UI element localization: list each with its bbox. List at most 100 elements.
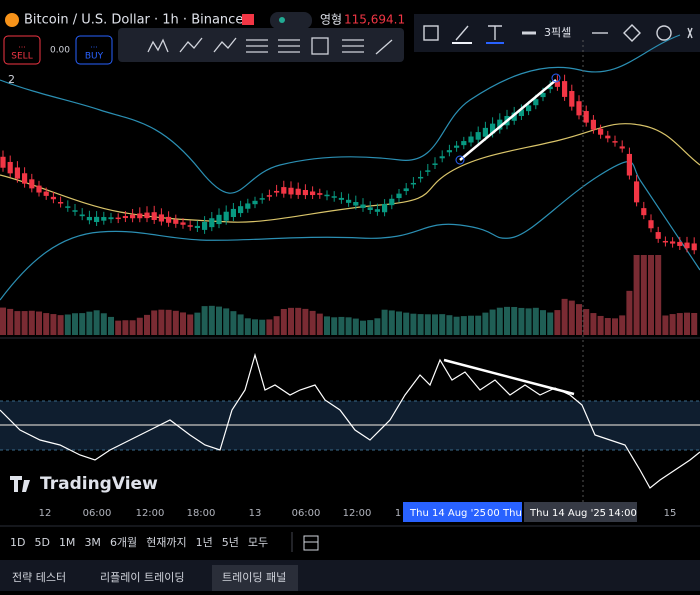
sell-button[interactable] [3,35,41,65]
text-color-icon[interactable] [488,25,502,40]
volume-bar [432,314,438,335]
drawing-toolbar [118,28,404,62]
volume-bar [619,315,626,335]
candle-body [353,202,359,206]
volume-bar [136,317,143,335]
buy-button[interactable] [75,35,113,65]
trend-handle[interactable] [455,155,465,165]
candle-body [43,191,49,196]
tab-bar [0,560,700,591]
candle-body [547,86,553,90]
candle-body [626,153,632,176]
pattern-tool[interactable] [147,38,169,53]
candle-body [36,185,42,193]
tab[interactable]: 리플레이 트레이딩 [100,571,184,584]
candle-body [202,221,208,230]
candle-body [598,128,604,135]
range-button[interactable]: 현재까지 [146,536,186,549]
fib-tool[interactable] [246,39,268,53]
more-icon[interactable] [687,27,693,39]
candle-body [259,198,265,200]
candle-body [331,196,337,198]
alert-icon[interactable] [656,25,672,41]
volume-bar [453,316,460,335]
volume-bar [21,311,28,335]
candle-body [266,195,272,197]
volume-bar [324,316,330,335]
brush-tool[interactable] [375,39,393,55]
volume-bar [518,307,525,335]
range-button[interactable]: 5년 [222,536,239,549]
trend-handle[interactable] [551,73,561,83]
color-icon[interactable] [455,25,469,41]
range-button[interactable]: 1년 [196,536,213,549]
volume-bar [108,316,114,335]
candle-body [482,127,488,137]
range-button[interactable]: 5D [34,536,49,549]
candle-body [490,123,496,134]
goto-date-icon[interactable] [303,535,319,551]
candle-body [317,193,323,195]
candle-body [389,198,395,206]
time-label: 06:00 [292,508,321,519]
candles [0,74,697,255]
volume-bar [367,320,374,335]
volume-bar [187,314,194,335]
volume-bar [288,307,294,335]
color-swatch [452,42,472,44]
volume-bar [489,309,496,335]
sell-dots: ... [18,41,26,50]
candle-body [194,225,200,229]
abcd-tool[interactable] [213,37,237,53]
range-button[interactable]: 모두 [248,536,268,549]
tab[interactable]: 트레이딩 패널 [222,571,286,584]
volume-bar [345,317,352,335]
candle-body [22,173,28,184]
volume-bar [410,313,417,335]
candle-body [583,111,589,123]
template-icon[interactable] [423,25,439,41]
range-button[interactable]: 1D [10,536,25,549]
volume-bar [525,308,532,335]
candle-body [526,105,532,112]
range-button[interactable]: 6개월 [110,536,137,549]
candle-body [612,141,618,143]
candle-body [677,241,683,246]
candle-body [115,217,121,220]
volume-bar [396,311,402,335]
elliott-tool[interactable] [179,37,203,53]
volume-bar [604,318,611,335]
flag[interactable] [242,14,254,25]
spread: 0.00 [50,46,70,56]
volume-bar [172,310,179,335]
candle-body [281,187,287,194]
volume-bar [302,308,309,335]
candle-body [238,206,244,214]
tab[interactable]: 전략 테스터 [12,571,66,584]
candle-body [382,203,388,213]
candle-body [562,81,568,97]
volume-bar [223,308,230,335]
volume-bar [266,319,273,335]
volume-bar [216,306,222,335]
volume-bar [655,255,662,335]
candle-body [497,119,503,130]
crosshair-time: 00 [487,508,500,519]
volume-bar [93,310,100,335]
legend-toggle[interactable]: 2 [8,73,15,86]
range-button[interactable]: 3M [84,536,101,549]
text-swatch [486,42,504,44]
candle-body [14,167,20,179]
channel-tool[interactable] [278,39,300,53]
settings-icon[interactable] [623,24,641,42]
volume-bar [424,314,431,335]
rect-tool[interactable] [311,37,329,55]
candle-body [324,194,330,197]
volume-bar [158,309,165,335]
style-icons [423,24,693,42]
volume-bar [640,255,647,335]
candle-body [670,241,676,244]
crosshair-time: 14:00 [608,508,637,519]
range-button[interactable]: 1M [59,536,76,549]
text-tool[interactable] [342,39,364,53]
